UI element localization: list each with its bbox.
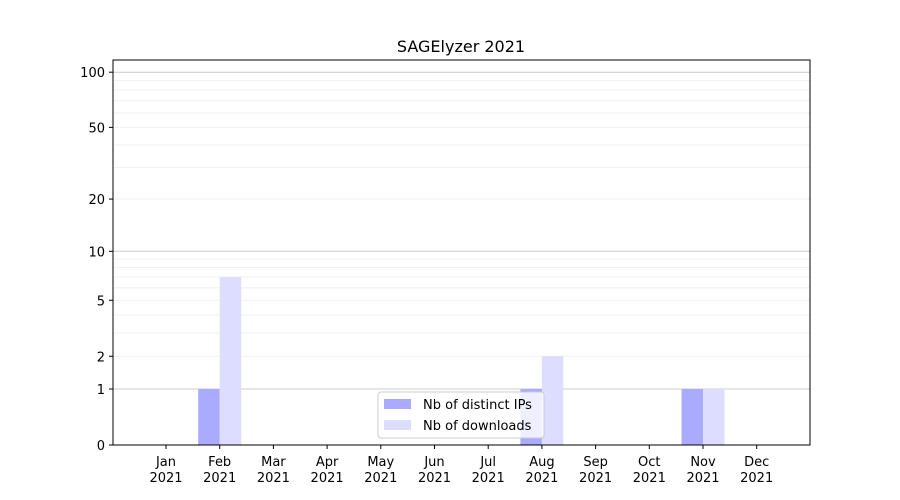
legend-swatch: [384, 420, 411, 430]
x-tick-label: Jan: [155, 455, 176, 470]
x-tick-label: 2021: [633, 471, 666, 486]
x-tick-label: 2021: [364, 471, 397, 486]
bar-0-1: [198, 389, 220, 445]
y-tick-label: 10: [88, 245, 105, 260]
x-tick-label: Jun: [423, 455, 444, 470]
x-tick-label: 2021: [525, 471, 558, 486]
x-tick-label: Nov: [690, 455, 716, 470]
legend-label: Nb of distinct IPs: [423, 398, 532, 413]
plot-frame: [112, 59, 811, 446]
x-tick-label: 2021: [472, 471, 505, 486]
x-tick-label: 2021: [203, 471, 236, 486]
x-tick-label: Mar: [261, 455, 286, 470]
x-tick-label: May: [367, 455, 394, 470]
legend-swatch: [384, 399, 411, 409]
y-tick-label: 100: [80, 66, 105, 81]
x-tick-label: 2021: [257, 471, 290, 486]
x-tick-label: Jul: [479, 455, 496, 470]
chart-title: SAGElyzer 2021: [397, 37, 525, 56]
y-tick-label: 5: [97, 294, 105, 309]
y-tick-label: 50: [88, 121, 105, 136]
x-tick-label: Feb: [208, 455, 231, 470]
y-tick-label: 0: [97, 439, 105, 454]
legend-box: [377, 391, 545, 439]
bar-1-7: [541, 356, 564, 445]
legend-label: Nb of downloads: [423, 419, 532, 434]
bar-0-10: [681, 389, 703, 445]
x-tick-label: Aug: [529, 455, 554, 470]
x-tick-label: 2021: [418, 471, 451, 486]
x-tick-label: Oct: [638, 455, 660, 470]
x-tick-label: 2021: [579, 471, 612, 486]
x-tick-label: Apr: [316, 455, 339, 470]
x-tick-label: 2021: [686, 471, 719, 486]
y-tick-label: 1: [97, 383, 105, 398]
bar-1-10: [703, 389, 725, 445]
bar-1-1: [219, 277, 242, 445]
y-tick-label: 2: [97, 350, 105, 365]
x-tick-label: Dec: [744, 455, 769, 470]
x-tick-label: 2021: [311, 471, 344, 486]
x-tick-label: 2021: [149, 471, 182, 486]
y-tick-label: 20: [88, 193, 105, 208]
x-tick-label: Sep: [583, 455, 608, 470]
x-tick-label: 2021: [740, 471, 773, 486]
